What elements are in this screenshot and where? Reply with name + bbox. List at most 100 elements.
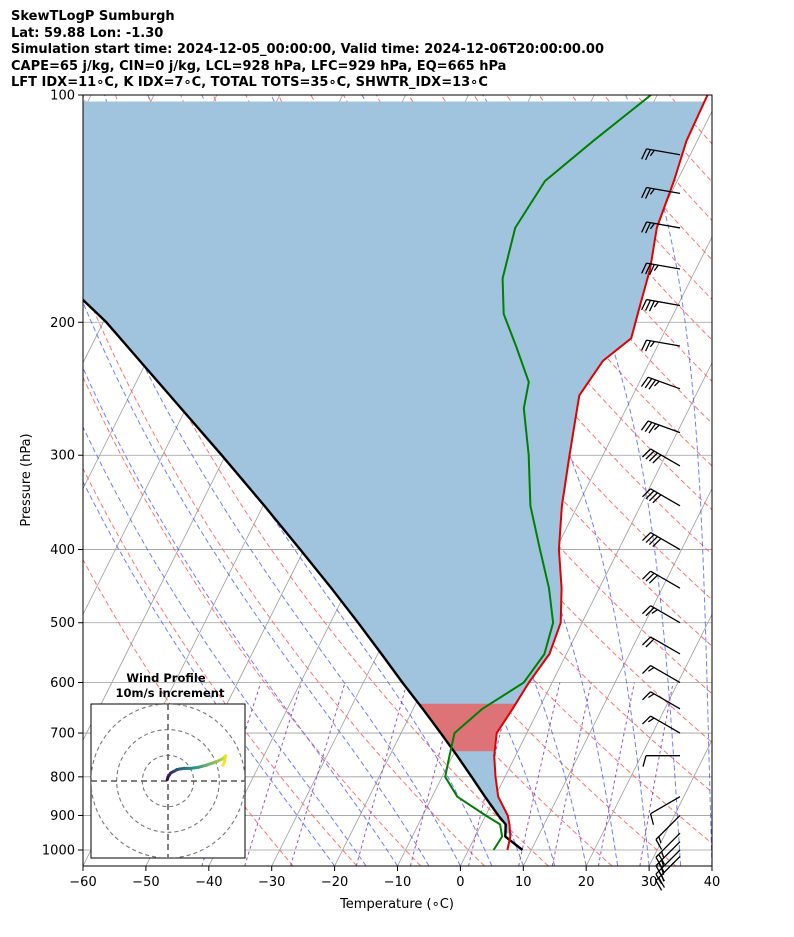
simulation-times: Simulation start time: 2024-12-05_00:00:… bbox=[11, 42, 604, 57]
barb-feather bbox=[648, 379, 657, 390]
barb-feather bbox=[648, 423, 657, 434]
y-axis-label: Pressure (hPa) bbox=[19, 433, 34, 526]
wind-barb bbox=[641, 186, 681, 199]
y-tick-label: 500 bbox=[50, 616, 75, 631]
y-tick-label: 700 bbox=[50, 727, 75, 742]
barb-feather bbox=[649, 188, 655, 195]
mixing-ratio-line bbox=[244, 682, 303, 866]
barb-staff bbox=[650, 605, 681, 624]
barb-feather bbox=[641, 665, 652, 674]
wind-barb bbox=[641, 298, 681, 312]
moist-adiabat-line bbox=[625, 95, 712, 866]
barb-feather bbox=[641, 299, 648, 311]
moist-adiabat-line bbox=[83, 425, 367, 866]
barb-feather bbox=[653, 301, 659, 308]
station-location: Lat: 59.88 Lon: -1.30 bbox=[11, 25, 164, 41]
barb-staff bbox=[647, 420, 681, 434]
barb-feather bbox=[649, 223, 655, 230]
isotherm-line bbox=[711, 865, 712, 866]
barb-feather bbox=[645, 299, 652, 311]
barb-feather bbox=[641, 187, 648, 199]
dry-adiabat-line bbox=[83, 467, 358, 866]
moist-adiabat-line bbox=[83, 137, 493, 866]
wind-barb bbox=[641, 570, 681, 589]
isotherm-line bbox=[648, 739, 712, 866]
mixing-ratio-line bbox=[551, 682, 592, 866]
barb-feather bbox=[648, 536, 658, 546]
moist-adiabat-line bbox=[83, 366, 398, 866]
barb-feather bbox=[648, 264, 655, 276]
isotherm-line bbox=[460, 361, 712, 866]
barb-feather bbox=[641, 339, 648, 351]
y-tick-label: 400 bbox=[50, 543, 75, 558]
barb-staff bbox=[650, 570, 681, 589]
barb-staff bbox=[650, 531, 681, 551]
barb-feather bbox=[648, 666, 655, 672]
moist-adiabat-line bbox=[83, 480, 335, 866]
x-tick-label: −50 bbox=[132, 875, 159, 890]
barb-staff bbox=[646, 186, 681, 195]
mixing-ratio-line bbox=[468, 682, 514, 866]
mixing-ratio-line bbox=[518, 682, 561, 866]
barb-feather bbox=[653, 424, 660, 431]
barb-feather bbox=[641, 148, 648, 160]
stability-indices-line-2: LFT IDX=11∘C, K IDX=7∘C, TOTAL TOTS=35∘C… bbox=[11, 75, 488, 90]
barb-feather bbox=[644, 421, 653, 433]
barb-staff bbox=[650, 636, 681, 655]
wind-barb bbox=[641, 262, 681, 276]
barb-feather bbox=[645, 187, 652, 199]
barb-feather bbox=[641, 221, 648, 233]
y-tick-label: 1000 bbox=[42, 844, 75, 859]
barb-feather bbox=[652, 454, 662, 464]
wind-barb bbox=[641, 339, 681, 352]
cin-fill bbox=[418, 703, 516, 752]
barb-feather bbox=[649, 149, 655, 157]
y-tick-label: 800 bbox=[50, 770, 75, 785]
moist-adiabat-line bbox=[83, 301, 430, 866]
barb-feather bbox=[641, 262, 648, 274]
barb-staff bbox=[650, 488, 681, 507]
dry-adiabat-line bbox=[212, 95, 712, 744]
x-tick-label: −10 bbox=[384, 875, 411, 890]
parcel-profile-line bbox=[83, 298, 524, 851]
barb-feather bbox=[645, 340, 652, 352]
barb-staff bbox=[650, 715, 681, 734]
barb-feather bbox=[642, 755, 647, 767]
barb-feather bbox=[641, 636, 652, 646]
sounding-profiles bbox=[83, 95, 709, 851]
wind-barb bbox=[641, 448, 681, 467]
temperature-profile-line bbox=[493, 95, 709, 851]
barb-feather bbox=[655, 873, 663, 885]
barb-feather bbox=[641, 532, 652, 542]
barb-feather bbox=[658, 854, 666, 865]
barb-feather bbox=[649, 341, 655, 348]
wind-barb bbox=[641, 691, 681, 710]
x-tick-label: −40 bbox=[195, 875, 222, 890]
dewpoint-profile-line bbox=[444, 95, 652, 851]
barb-feather bbox=[652, 538, 662, 548]
hodograph-title: Wind Profile bbox=[126, 671, 206, 685]
barb-feather bbox=[645, 222, 652, 234]
barb-feather bbox=[649, 813, 655, 825]
x-tick-label: −30 bbox=[258, 875, 285, 890]
dry-adiabat-line bbox=[147, 95, 712, 845]
barb-feather bbox=[645, 149, 652, 161]
barb-feather bbox=[645, 607, 655, 617]
barb-feather bbox=[648, 300, 655, 312]
barb-staff bbox=[655, 832, 681, 858]
barb-feather bbox=[641, 691, 652, 701]
barb-feather bbox=[648, 492, 658, 502]
barb-feather bbox=[645, 572, 655, 582]
x-tick-label: 30 bbox=[641, 875, 658, 890]
y-tick-label: 300 bbox=[50, 449, 75, 464]
wind-barb bbox=[649, 796, 681, 825]
barb-feather bbox=[655, 839, 663, 850]
barb-staff bbox=[655, 849, 681, 875]
barb-feather bbox=[660, 851, 665, 859]
x-tick-label: 40 bbox=[704, 875, 721, 890]
isotherm-line bbox=[775, 95, 794, 866]
hodograph-plot bbox=[91, 704, 245, 858]
barb-feather bbox=[641, 570, 652, 580]
